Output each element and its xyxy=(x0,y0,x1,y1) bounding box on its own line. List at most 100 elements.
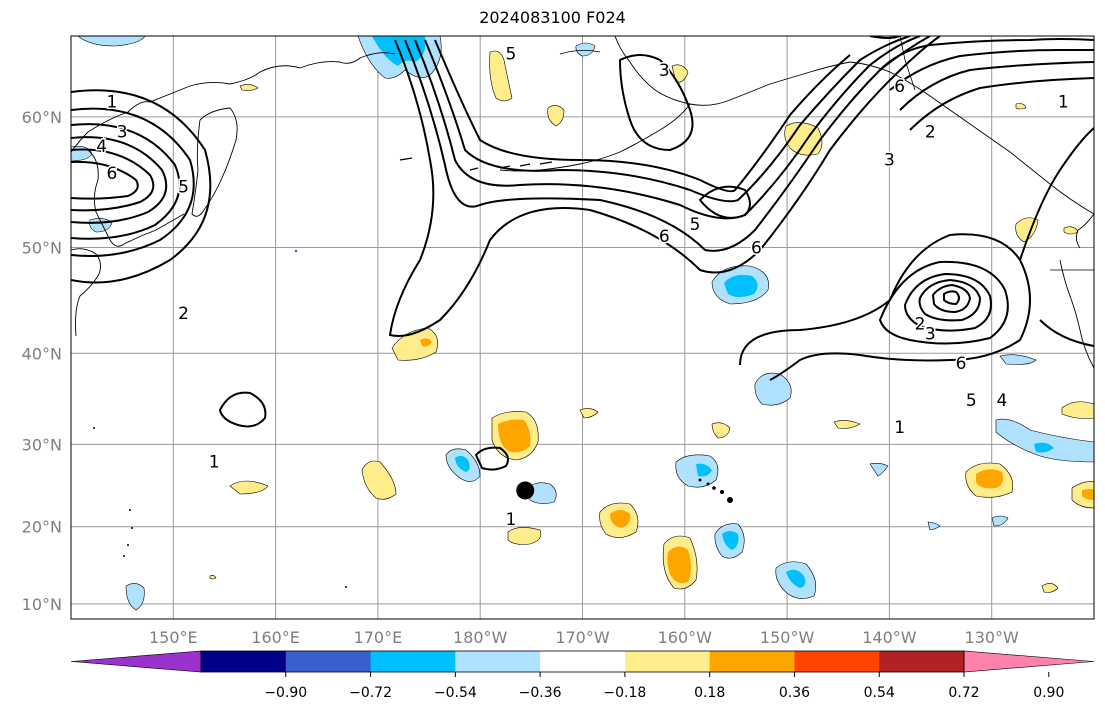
contour-label: 6 xyxy=(751,239,762,259)
negative-anomaly-core xyxy=(786,569,806,588)
positive-anomaly-patch xyxy=(489,50,513,102)
coastline-sea-of-okhotsk xyxy=(87,149,125,247)
aleutian-islands xyxy=(399,157,553,171)
contour-west-low xyxy=(71,148,155,212)
colorbar-tick-label: −0.36 xyxy=(519,685,562,701)
contour-label: 1 xyxy=(1058,93,1069,113)
positive-anomaly-patch xyxy=(229,480,269,495)
contour-label: 1 xyxy=(505,510,516,530)
contour-label: 4 xyxy=(997,391,1008,411)
longitude-label: 140°W xyxy=(862,628,917,647)
contour-label: 1 xyxy=(209,452,220,472)
latitude-label: 20°N xyxy=(22,518,62,537)
positive-anomaly-patch xyxy=(579,408,599,419)
contour-trough-1 xyxy=(388,36,941,337)
colorbar-tick-label: −0.72 xyxy=(349,685,392,701)
contour-label: 2 xyxy=(178,304,189,324)
colorbar-segment xyxy=(624,651,711,672)
contour-trough-5 xyxy=(434,39,851,193)
contour-small-loop xyxy=(218,391,267,428)
positive-anomaly-patch xyxy=(1061,401,1094,419)
longitude-label: 150°W xyxy=(760,628,815,647)
colorbar-segment xyxy=(455,651,541,672)
contour-east-low-4 xyxy=(918,278,982,322)
contour-label: 6 xyxy=(659,227,670,247)
latitude-labels: 60°N 50°N 40°N 30°N 20°N 10°N xyxy=(22,108,62,614)
coastline-kamchatka-siberia xyxy=(71,52,396,153)
contour-north-arc xyxy=(889,49,1094,91)
coastline-kamchatka-peninsula xyxy=(191,107,238,217)
contour-label: 5 xyxy=(690,215,701,235)
positive-anomaly-patch xyxy=(209,575,217,580)
colorbar-tick-label: 0.72 xyxy=(948,685,979,701)
contour-north-arc xyxy=(899,61,1094,111)
contour-east-low-5 xyxy=(931,283,972,314)
colorbar-extend-low xyxy=(70,650,202,673)
contour-label: 3 xyxy=(117,123,128,143)
negative-anomaly-patch xyxy=(575,42,596,57)
contour-west-low xyxy=(71,123,181,240)
contour-label: 2 xyxy=(925,123,936,143)
location-marker xyxy=(516,481,535,500)
contour-label: 1 xyxy=(894,418,905,438)
colorbar-segment xyxy=(201,651,287,672)
colorbar-tick-labels: −0.90 −0.72 −0.54 −0.36 −0.18 0.18 0.36 0.54 0.7… xyxy=(264,672,1064,701)
negative-anomaly-core xyxy=(455,455,470,472)
colorbar-segment xyxy=(709,651,795,672)
longitude-label: 170°W xyxy=(555,628,610,647)
negative-anomaly-core xyxy=(724,274,758,297)
negative-anomaly-patch xyxy=(991,515,1009,527)
negative-anomaly-patch xyxy=(527,482,557,504)
contour-small-loop xyxy=(474,446,509,471)
negative-anomaly-patch xyxy=(125,583,145,611)
coastline-canada-west xyxy=(1075,213,1094,249)
contour-west-low xyxy=(71,136,168,224)
positive-anomaly-core xyxy=(420,338,432,347)
negative-anomaly-core xyxy=(722,531,739,550)
longitude-label: 170°E xyxy=(354,628,403,647)
contour-trough-2 xyxy=(404,36,931,252)
shaded-anomalies xyxy=(71,36,1094,611)
colorbar-tick-label: 0.90 xyxy=(1033,685,1064,701)
contour-lines xyxy=(71,36,1094,471)
contour-label: 3 xyxy=(884,151,895,171)
positive-anomaly-patch xyxy=(361,460,397,500)
contour-label: 6 xyxy=(107,164,118,184)
positive-anomaly-patch xyxy=(711,422,731,439)
positive-anomaly-core xyxy=(610,510,631,528)
positive-anomaly-core xyxy=(498,419,531,453)
negative-anomaly-patch xyxy=(754,372,792,406)
colorbar-tick-label: 0.36 xyxy=(779,685,810,701)
colorbar-segment xyxy=(794,651,880,672)
positive-anomaly-patch xyxy=(547,105,565,127)
positive-anomaly-patch xyxy=(833,420,861,429)
contour-label: 5 xyxy=(178,177,189,197)
negative-anomaly-patch xyxy=(675,454,719,488)
colorbar-tick-label: −0.18 xyxy=(603,685,646,701)
positive-anomaly-patch xyxy=(1063,226,1079,235)
contour-label: 5 xyxy=(505,44,516,64)
positive-anomaly-patch xyxy=(671,64,689,83)
contour-east-branch xyxy=(1039,319,1094,347)
map-frame-border xyxy=(70,35,1095,620)
colorbar-tick-label: −0.90 xyxy=(264,685,307,701)
coastlines xyxy=(71,36,1094,369)
positive-anomaly-core xyxy=(667,546,691,583)
contour-east-branch xyxy=(1019,127,1094,261)
colorbar-segment xyxy=(879,651,965,672)
contour-east-low-1 xyxy=(739,233,1031,381)
positive-anomaly-patch xyxy=(1041,583,1059,593)
gridlines xyxy=(71,36,1094,619)
contour-west-low xyxy=(71,107,195,257)
coastline-kuril-islands xyxy=(123,213,185,245)
colorbar-tick-label: 0.54 xyxy=(864,685,895,701)
colorbar-tick-label: −0.54 xyxy=(434,685,477,701)
coastline-us-west xyxy=(1059,259,1094,369)
contour-label: 5 xyxy=(966,391,977,411)
latitude-label: 30°N xyxy=(22,435,62,454)
longitude-label: 160°W xyxy=(658,628,713,647)
contour-north-arc xyxy=(869,36,1094,71)
coastline-sakhalin-hokkaido xyxy=(71,248,101,337)
contour-label: 1 xyxy=(107,93,118,113)
